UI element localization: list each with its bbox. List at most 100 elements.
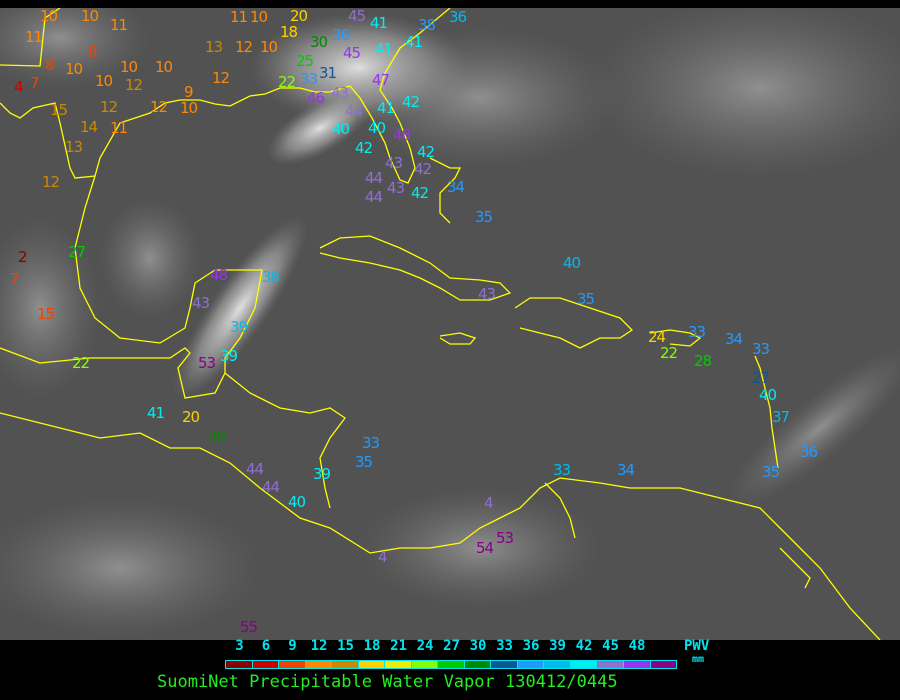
station-pwv-label: 28: [208, 428, 226, 446]
station-pwv-label: 28: [694, 352, 712, 370]
station-pwv-label: 10: [250, 8, 268, 26]
legend-tick: 45: [602, 638, 619, 654]
station-pwv-label: 45: [343, 44, 361, 62]
legend-swatch: [464, 661, 492, 668]
station-labels: 4 7 8 8 10 10 10 10 11 10 11 10 12 13 15 14 12 12 11 12 9 10 1…: [10, 7, 818, 636]
legend-tick: 42: [575, 638, 593, 654]
station-pwv-label: 41: [377, 99, 395, 117]
color-scale-bar: [225, 660, 677, 669]
station-pwv-label: 31: [319, 64, 337, 82]
station-pwv-label: 25: [296, 52, 314, 70]
station-pwv-label: 46: [307, 89, 325, 107]
legend-tick: 30: [469, 638, 487, 654]
station-pwv-label: 22: [72, 354, 90, 372]
station-pwv-label: 4: [484, 494, 493, 512]
station-pwv-label: 22: [278, 73, 296, 91]
station-pwv-label: 12: [235, 38, 253, 56]
station-pwv-label: 40: [332, 120, 350, 138]
station-pwv-label: 11: [25, 28, 43, 46]
station-pwv-label: 35: [475, 208, 493, 226]
station-pwv-label: 7: [30, 74, 39, 92]
station-pwv-label: 42: [355, 139, 373, 157]
station-pwv-label: 27: [68, 243, 86, 261]
station-pwv-label: 41: [370, 14, 388, 32]
station-pwv-label: 12: [42, 173, 60, 191]
station-pwv-label: 44: [345, 102, 363, 120]
station-pwv-label: 53: [198, 354, 216, 372]
legend-swatch: [252, 661, 280, 668]
station-pwv-label: 18: [280, 23, 298, 41]
legend-tick: 6: [261, 638, 271, 654]
legend-swatch: [411, 661, 439, 668]
station-pwv-label: 12: [125, 76, 143, 94]
legend-swatch: [385, 661, 412, 668]
station-pwv-label: 13: [65, 138, 83, 156]
satellite-map: [0, 8, 900, 640]
station-pwv-label: 37: [772, 408, 790, 426]
station-pwv-label: 2: [18, 248, 27, 266]
station-pwv-label: 33: [553, 461, 571, 479]
legend-swatch: [438, 661, 465, 668]
station-pwv-label: 7: [10, 270, 19, 288]
station-pwv-label: 47: [372, 71, 390, 89]
station-pwv-label: 10: [65, 60, 83, 78]
station-pwv-label: 12: [100, 98, 118, 116]
station-pwv-label: 42: [417, 143, 435, 161]
legend-tick: 15: [337, 638, 354, 654]
station-pwv-label: 33: [688, 323, 706, 341]
station-pwv-label: 35: [762, 463, 780, 481]
station-pwv-label: 42: [402, 93, 420, 111]
coastlines: [0, 8, 881, 640]
station-pwv-label: 41: [375, 40, 393, 58]
station-pwv-label: 11: [110, 119, 128, 137]
station-pwv-label: 55: [240, 618, 258, 636]
station-pwv-label: 10: [260, 38, 278, 56]
station-pwv-label: 45: [348, 7, 366, 25]
station-pwv-label: 10: [155, 58, 173, 76]
map-title: SuomiNet Precipitable Water Vapor 130412…: [157, 672, 618, 692]
station-pwv-label: 8: [45, 56, 54, 74]
station-pwv-label: 15: [50, 101, 68, 119]
station-pwv-label: 10: [40, 7, 58, 25]
legend-tick: 3: [235, 638, 244, 654]
legend-tick: 36: [522, 638, 540, 654]
station-pwv-label: 14: [80, 118, 98, 136]
station-pwv-label: 27: [752, 369, 770, 387]
legend-tick: 39: [549, 638, 566, 654]
station-pwv-label: 12: [150, 98, 168, 116]
legend-tick: 27: [443, 638, 460, 654]
station-pwv-label: 43: [331, 84, 349, 102]
legend-swatch: [305, 661, 333, 668]
legend-tick: 21: [390, 638, 407, 654]
station-pwv-label: 24: [648, 328, 666, 346]
legend-tick: 24: [416, 638, 434, 654]
station-pwv-label: 4: [14, 78, 23, 96]
legend-unit: mm: [692, 654, 705, 665]
station-pwv-label: 53: [496, 529, 514, 547]
station-pwv-label: 43: [478, 285, 496, 303]
station-pwv-label: 40: [288, 493, 306, 511]
legend-swatch: [650, 661, 677, 668]
station-pwv-label: 20: [182, 408, 200, 426]
station-pwv-label: 10: [180, 99, 198, 117]
station-pwv-label: 44: [365, 188, 383, 206]
station-pwv-label: 15: [37, 305, 55, 323]
station-pwv-label: 43: [192, 294, 210, 312]
legend-swatch: [358, 661, 386, 668]
station-pwv-label: 40: [563, 254, 581, 272]
station-pwv-label: 44: [365, 169, 383, 187]
station-pwv-label: 44: [262, 478, 280, 496]
cloud-layer: [0, 8, 900, 638]
station-pwv-label: 38: [262, 268, 280, 286]
station-pwv-label: 30: [310, 33, 328, 51]
station-pwv-label: 35: [577, 290, 595, 308]
station-pwv-label: 33: [362, 434, 380, 452]
legend-swatch: [517, 661, 545, 668]
station-pwv-label: 42: [414, 160, 432, 178]
station-pwv-label: 20: [290, 7, 308, 25]
station-pwv-label: 36: [800, 443, 818, 461]
station-pwv-label: 40: [759, 386, 777, 404]
station-pwv-label: 12: [212, 69, 230, 87]
legend-tick: 12: [310, 638, 328, 654]
